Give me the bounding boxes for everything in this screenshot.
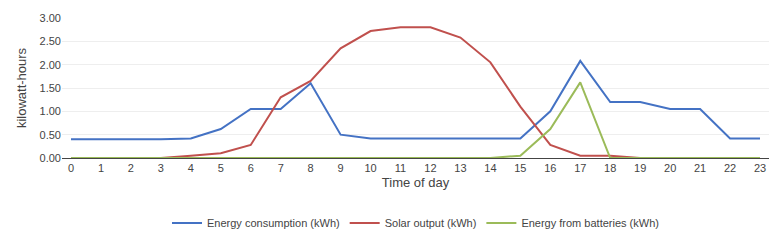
svg-text:15: 15 xyxy=(514,162,526,174)
svg-text:3: 3 xyxy=(158,162,164,174)
svg-text:7: 7 xyxy=(278,162,284,174)
svg-text:10: 10 xyxy=(364,162,376,174)
svg-text:2.00: 2.00 xyxy=(40,59,61,71)
svg-text:Time of day: Time of day xyxy=(382,175,450,190)
svg-text:21: 21 xyxy=(694,162,706,174)
svg-text:12: 12 xyxy=(424,162,436,174)
svg-text:5: 5 xyxy=(218,162,224,174)
svg-text:0.50: 0.50 xyxy=(40,129,61,141)
svg-text:23: 23 xyxy=(754,162,766,174)
svg-text:16: 16 xyxy=(544,162,556,174)
svg-text:Energy consumption (kWh): Energy consumption (kWh) xyxy=(207,217,340,229)
svg-text:14: 14 xyxy=(484,162,496,174)
svg-text:19: 19 xyxy=(634,162,646,174)
svg-text:17: 17 xyxy=(574,162,586,174)
svg-text:18: 18 xyxy=(604,162,616,174)
svg-text:6: 6 xyxy=(248,162,254,174)
svg-text:9: 9 xyxy=(338,162,344,174)
svg-text:kilowatt-hours: kilowatt-hours xyxy=(14,47,29,128)
svg-text:1.50: 1.50 xyxy=(40,82,61,94)
svg-text:11: 11 xyxy=(395,162,406,174)
svg-text:8: 8 xyxy=(308,162,314,174)
svg-text:2.50: 2.50 xyxy=(40,35,61,47)
svg-text:1.00: 1.00 xyxy=(40,105,61,117)
svg-text:20: 20 xyxy=(664,162,676,174)
svg-text:13: 13 xyxy=(454,162,466,174)
svg-text:2: 2 xyxy=(128,162,134,174)
svg-text:4: 4 xyxy=(188,162,194,174)
svg-text:Energy from batteries (kWh): Energy from batteries (kWh) xyxy=(521,217,659,229)
svg-text:0: 0 xyxy=(68,162,74,174)
svg-text:3.00: 3.00 xyxy=(40,12,61,24)
svg-text:0.00: 0.00 xyxy=(40,152,61,164)
svg-text:Solar output (kWh): Solar output (kWh) xyxy=(385,217,477,229)
svg-text:1: 1 xyxy=(98,162,104,174)
svg-text:22: 22 xyxy=(724,162,736,174)
